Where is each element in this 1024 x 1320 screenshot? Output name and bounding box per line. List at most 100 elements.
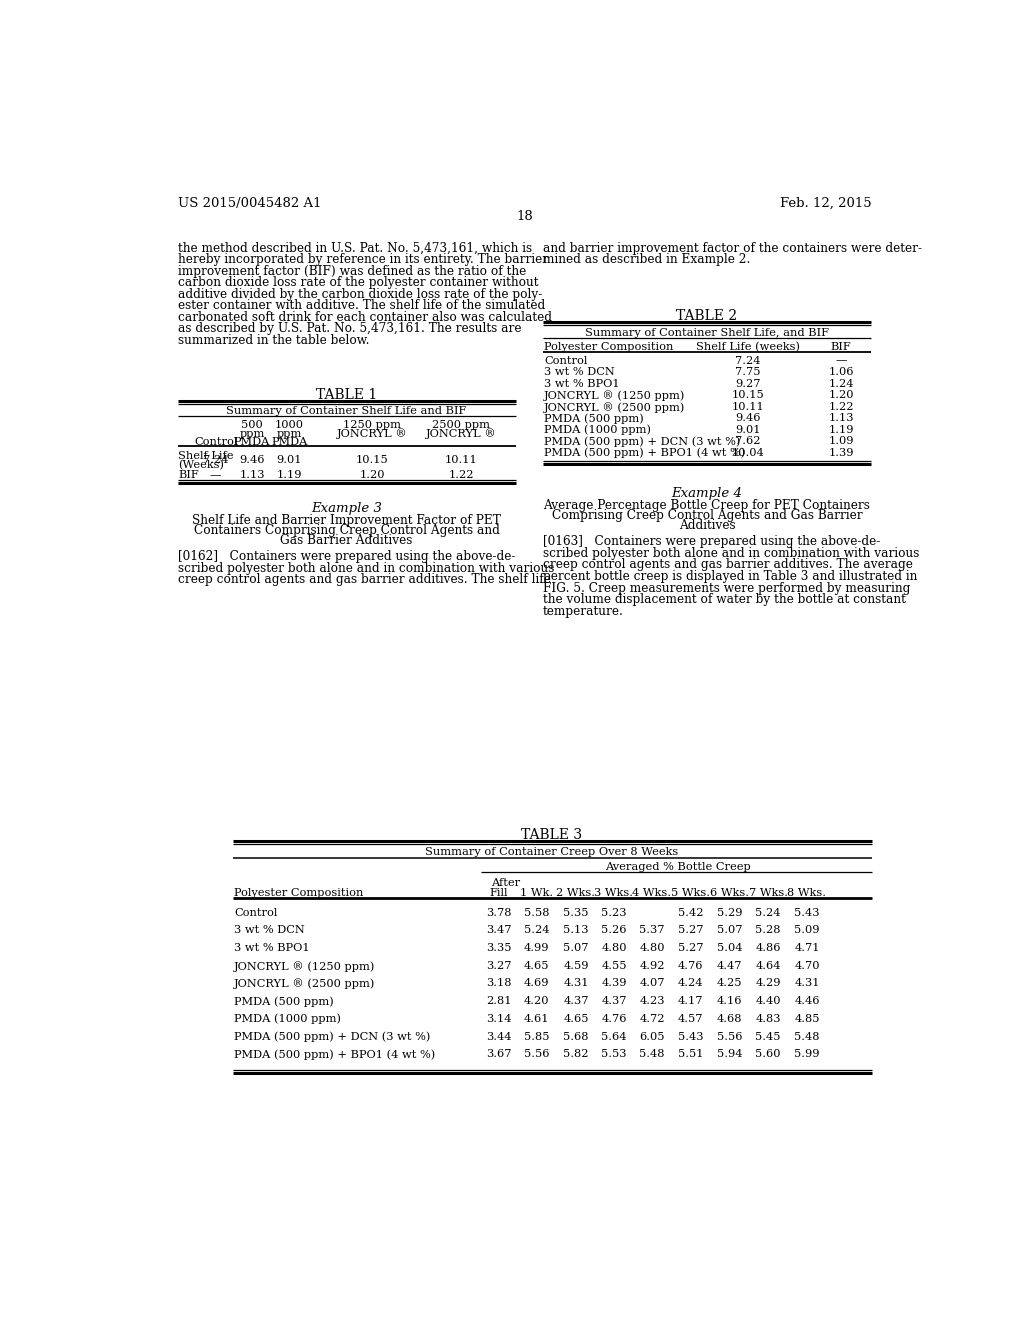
Text: 5.27: 5.27 bbox=[678, 925, 703, 936]
Text: PMDA (500 ppm) + BPO1 (4 wt %): PMDA (500 ppm) + BPO1 (4 wt %) bbox=[544, 447, 745, 458]
Text: 3.35: 3.35 bbox=[485, 942, 511, 953]
Text: mined as described in Example 2.: mined as described in Example 2. bbox=[543, 253, 750, 267]
Text: 1.13: 1.13 bbox=[828, 413, 854, 424]
Text: 5.29: 5.29 bbox=[717, 908, 742, 917]
Text: 4.64: 4.64 bbox=[756, 961, 781, 970]
Text: 4.68: 4.68 bbox=[717, 1014, 742, 1024]
Text: 9.01: 9.01 bbox=[735, 425, 761, 434]
Text: 5.07: 5.07 bbox=[717, 925, 742, 936]
Text: 4.57: 4.57 bbox=[678, 1014, 703, 1024]
Text: 4.07: 4.07 bbox=[639, 978, 665, 989]
Text: summarized in the table below.: summarized in the table below. bbox=[178, 334, 370, 347]
Text: 2 Wks.: 2 Wks. bbox=[556, 888, 595, 899]
Text: 7.62: 7.62 bbox=[735, 437, 761, 446]
Text: 9.27: 9.27 bbox=[735, 379, 761, 388]
Text: FIG. 5. Creep measurements were performed by measuring: FIG. 5. Creep measurements were performe… bbox=[543, 582, 910, 594]
Text: JONCRYL ®: JONCRYL ® bbox=[426, 429, 497, 440]
Text: as described by U.S. Pat. No. 5,473,161. The results are: as described by U.S. Pat. No. 5,473,161.… bbox=[178, 322, 522, 335]
Text: 4.31: 4.31 bbox=[563, 978, 589, 989]
Text: 4.61: 4.61 bbox=[523, 1014, 549, 1024]
Text: PMDA (1000 ppm): PMDA (1000 ppm) bbox=[544, 425, 651, 436]
Text: ppm: ppm bbox=[276, 429, 302, 438]
Text: 1.20: 1.20 bbox=[359, 470, 385, 480]
Text: 5.35: 5.35 bbox=[563, 908, 589, 917]
Text: hereby incorporated by reference in its entirety. The barrier: hereby incorporated by reference in its … bbox=[178, 253, 549, 267]
Text: PMDA (500 ppm): PMDA (500 ppm) bbox=[544, 413, 644, 424]
Text: TABLE 1: TABLE 1 bbox=[316, 388, 377, 401]
Text: 4.71: 4.71 bbox=[795, 942, 819, 953]
Text: 4.65: 4.65 bbox=[563, 1014, 589, 1024]
Text: 4.20: 4.20 bbox=[523, 997, 549, 1006]
Text: 7 Wks.: 7 Wks. bbox=[749, 888, 787, 899]
Text: PMDA (500 ppm): PMDA (500 ppm) bbox=[234, 997, 334, 1007]
Text: 1.06: 1.06 bbox=[828, 367, 854, 378]
Text: BIF: BIF bbox=[830, 342, 851, 351]
Text: 5.26: 5.26 bbox=[601, 925, 627, 936]
Text: Control: Control bbox=[194, 437, 238, 447]
Text: scribed polyester both alone and in combination with various: scribed polyester both alone and in comb… bbox=[543, 546, 919, 560]
Text: 4.39: 4.39 bbox=[601, 978, 627, 989]
Text: 5.56: 5.56 bbox=[523, 1049, 549, 1059]
Text: Fill: Fill bbox=[489, 888, 508, 899]
Text: PMDA: PMDA bbox=[271, 437, 307, 447]
Text: improvement factor (BIF) was defined as the ratio of the: improvement factor (BIF) was defined as … bbox=[178, 264, 526, 277]
Text: 1.19: 1.19 bbox=[828, 425, 854, 434]
Text: 1.22: 1.22 bbox=[828, 401, 854, 412]
Text: additive divided by the carbon dioxide loss rate of the poly-: additive divided by the carbon dioxide l… bbox=[178, 288, 543, 301]
Text: creep control agents and gas barrier additives. The shelf life: creep control agents and gas barrier add… bbox=[178, 573, 551, 586]
Text: the method described in U.S. Pat. No. 5,473,161, which is: the method described in U.S. Pat. No. 5,… bbox=[178, 242, 532, 255]
Text: 4.59: 4.59 bbox=[563, 961, 589, 970]
Text: Summary of Container Creep Over 8 Weeks: Summary of Container Creep Over 8 Weeks bbox=[425, 847, 679, 857]
Text: scribed polyester both alone and in combination with various: scribed polyester both alone and in comb… bbox=[178, 562, 555, 576]
Text: Additives: Additives bbox=[679, 519, 735, 532]
Text: [0163]   Containers were prepared using the above-de-: [0163] Containers were prepared using th… bbox=[543, 536, 880, 548]
Text: 5.58: 5.58 bbox=[523, 908, 549, 917]
Text: 5.64: 5.64 bbox=[601, 1032, 627, 1041]
Text: US 2015/0045482 A1: US 2015/0045482 A1 bbox=[178, 197, 322, 210]
Text: 6.05: 6.05 bbox=[639, 1032, 665, 1041]
Text: 4.23: 4.23 bbox=[639, 997, 665, 1006]
Text: TABLE 2: TABLE 2 bbox=[677, 309, 737, 323]
Text: and barrier improvement factor of the containers were deter-: and barrier improvement factor of the co… bbox=[543, 242, 922, 255]
Text: 4.83: 4.83 bbox=[756, 1014, 781, 1024]
Text: Shelf Life (weeks): Shelf Life (weeks) bbox=[696, 342, 800, 352]
Text: 7.24: 7.24 bbox=[735, 355, 761, 366]
Text: [0162]   Containers were prepared using the above-de-: [0162] Containers were prepared using th… bbox=[178, 550, 516, 564]
Text: 5.07: 5.07 bbox=[563, 942, 589, 953]
Text: 5.04: 5.04 bbox=[717, 942, 742, 953]
Text: 4.37: 4.37 bbox=[601, 997, 627, 1006]
Text: JONCRYL ®: JONCRYL ® bbox=[337, 429, 408, 440]
Text: 5.24: 5.24 bbox=[523, 925, 549, 936]
Text: Polyester Composition: Polyester Composition bbox=[544, 342, 674, 351]
Text: 3 Wks.: 3 Wks. bbox=[594, 888, 634, 899]
Text: 4.70: 4.70 bbox=[795, 961, 819, 970]
Text: 3.67: 3.67 bbox=[485, 1049, 511, 1059]
Text: 4.72: 4.72 bbox=[639, 1014, 665, 1024]
Text: 3 wt % BPO1: 3 wt % BPO1 bbox=[544, 379, 620, 388]
Text: 4.65: 4.65 bbox=[523, 961, 549, 970]
Text: 10.11: 10.11 bbox=[444, 455, 477, 465]
Text: 1.20: 1.20 bbox=[828, 391, 854, 400]
Text: Gas Barrier Additives: Gas Barrier Additives bbox=[281, 535, 413, 548]
Text: 3.18: 3.18 bbox=[485, 978, 511, 989]
Text: 4.76: 4.76 bbox=[678, 961, 703, 970]
Text: 5.51: 5.51 bbox=[678, 1049, 703, 1059]
Text: 1.13: 1.13 bbox=[240, 470, 265, 480]
Text: Example 3: Example 3 bbox=[311, 502, 382, 515]
Text: 5.23: 5.23 bbox=[601, 908, 627, 917]
Text: JONCRYL ® (1250 ppm): JONCRYL ® (1250 ppm) bbox=[234, 961, 376, 972]
Text: 1.22: 1.22 bbox=[449, 470, 474, 480]
Text: 4.69: 4.69 bbox=[523, 978, 549, 989]
Text: 4.55: 4.55 bbox=[601, 961, 627, 970]
Text: 5.28: 5.28 bbox=[756, 925, 781, 936]
Text: 3 wt % DCN: 3 wt % DCN bbox=[544, 367, 615, 378]
Text: JONCRYL ® (1250 ppm): JONCRYL ® (1250 ppm) bbox=[544, 391, 685, 401]
Text: 5.53: 5.53 bbox=[601, 1049, 627, 1059]
Text: 4 Wks.: 4 Wks. bbox=[633, 888, 672, 899]
Text: 10.15: 10.15 bbox=[731, 391, 764, 400]
Text: ester container with additive. The shelf life of the simulated: ester container with additive. The shelf… bbox=[178, 300, 546, 313]
Text: the volume displacement of water by the bottle at constant: the volume displacement of water by the … bbox=[543, 593, 905, 606]
Text: Control: Control bbox=[234, 908, 278, 917]
Text: 5.43: 5.43 bbox=[678, 1032, 703, 1041]
Text: Shelf Life and Barrier Improvement Factor of PET: Shelf Life and Barrier Improvement Facto… bbox=[193, 515, 501, 527]
